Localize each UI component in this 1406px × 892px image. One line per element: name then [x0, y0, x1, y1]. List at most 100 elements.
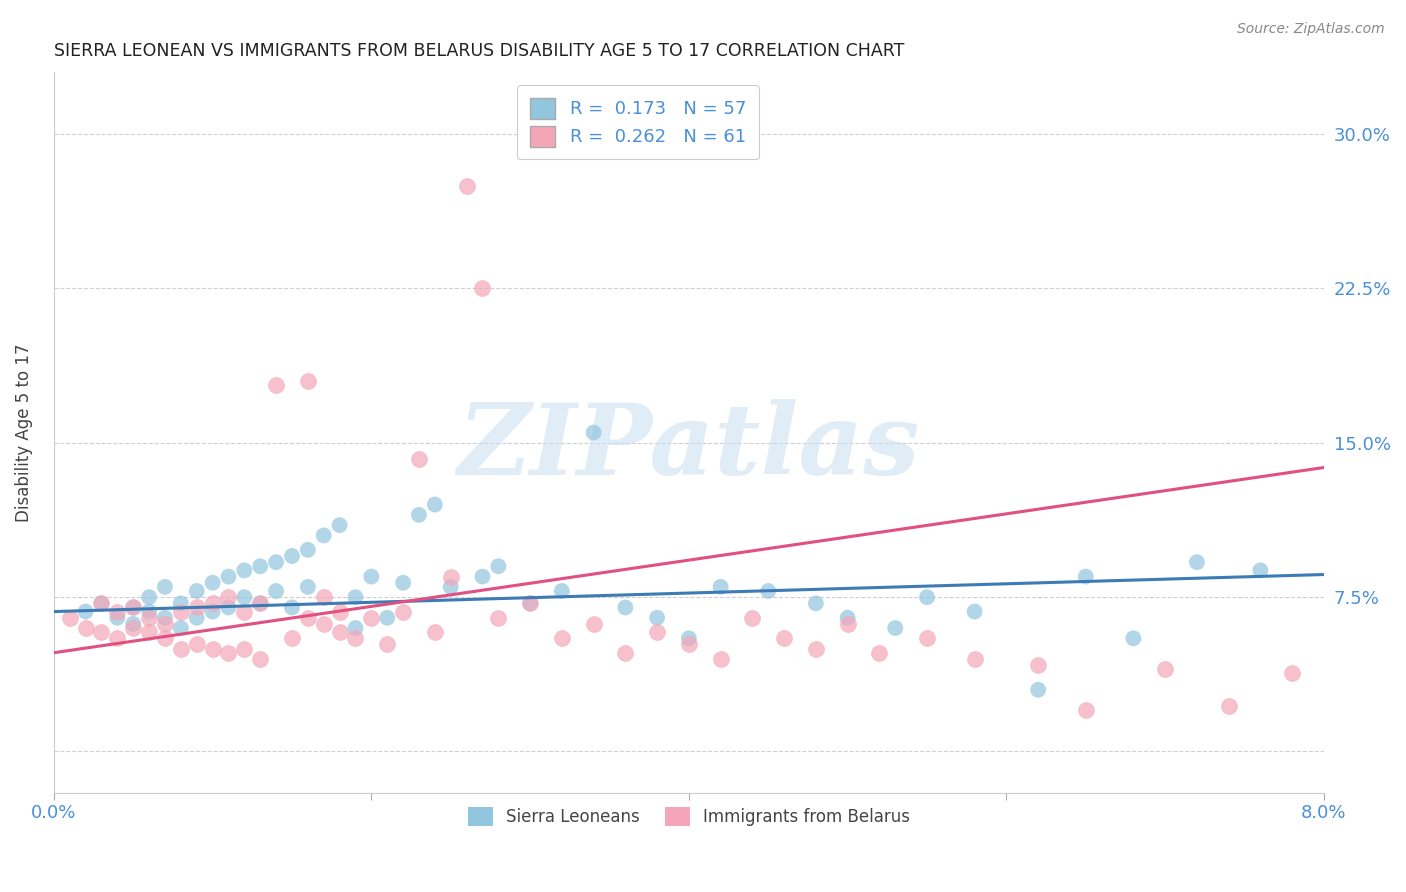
Point	[217, 646, 239, 660]
Point	[186, 611, 208, 625]
Point	[122, 616, 145, 631]
Point	[329, 605, 352, 619]
Point	[519, 596, 541, 610]
Point	[408, 508, 430, 522]
Point	[105, 611, 128, 625]
Point	[153, 616, 176, 631]
Point	[201, 596, 224, 610]
Point	[360, 611, 382, 625]
Point	[551, 584, 574, 599]
Point	[75, 621, 97, 635]
Point	[233, 605, 256, 619]
Point	[423, 498, 446, 512]
Point	[281, 549, 304, 563]
Point	[217, 590, 239, 604]
Point	[582, 616, 605, 631]
Point	[138, 590, 160, 604]
Point	[804, 641, 827, 656]
Point	[59, 611, 82, 625]
Point	[281, 632, 304, 646]
Point	[233, 590, 256, 604]
Point	[614, 646, 637, 660]
Point	[915, 632, 938, 646]
Point	[186, 584, 208, 599]
Point	[471, 569, 494, 583]
Text: SIERRA LEONEAN VS IMMIGRANTS FROM BELARUS DISABILITY AGE 5 TO 17 CORRELATION CHA: SIERRA LEONEAN VS IMMIGRANTS FROM BELARU…	[53, 42, 904, 60]
Point	[678, 638, 700, 652]
Point	[153, 580, 176, 594]
Point	[837, 611, 859, 625]
Legend: Sierra Leoneans, Immigrants from Belarus: Sierra Leoneans, Immigrants from Belarus	[460, 799, 918, 835]
Point	[90, 596, 112, 610]
Point	[297, 580, 319, 594]
Point	[915, 590, 938, 604]
Point	[837, 616, 859, 631]
Point	[1218, 699, 1240, 714]
Point	[741, 611, 763, 625]
Point	[678, 632, 700, 646]
Point	[440, 580, 463, 594]
Point	[486, 611, 509, 625]
Point	[710, 580, 733, 594]
Point	[217, 600, 239, 615]
Point	[329, 625, 352, 640]
Point	[884, 621, 907, 635]
Point	[375, 611, 398, 625]
Point	[408, 452, 430, 467]
Point	[1154, 662, 1177, 676]
Point	[122, 600, 145, 615]
Point	[471, 281, 494, 295]
Point	[312, 528, 335, 542]
Point	[201, 605, 224, 619]
Point	[710, 652, 733, 666]
Point	[440, 569, 463, 583]
Text: Source: ZipAtlas.com: Source: ZipAtlas.com	[1237, 22, 1385, 37]
Text: ZIPatlas: ZIPatlas	[458, 399, 920, 495]
Point	[138, 611, 160, 625]
Point	[375, 638, 398, 652]
Point	[312, 590, 335, 604]
Point	[170, 596, 193, 610]
Y-axis label: Disability Age 5 to 17: Disability Age 5 to 17	[15, 343, 32, 522]
Point	[186, 600, 208, 615]
Point	[963, 652, 986, 666]
Point	[392, 605, 415, 619]
Point	[233, 641, 256, 656]
Point	[329, 518, 352, 533]
Point	[249, 596, 271, 610]
Point	[90, 596, 112, 610]
Point	[138, 605, 160, 619]
Point	[297, 374, 319, 388]
Point	[249, 559, 271, 574]
Point	[249, 596, 271, 610]
Point	[153, 611, 176, 625]
Point	[170, 621, 193, 635]
Point	[1026, 682, 1049, 697]
Point	[105, 605, 128, 619]
Point	[645, 611, 668, 625]
Point	[1249, 563, 1271, 577]
Point	[456, 178, 478, 193]
Point	[201, 575, 224, 590]
Point	[551, 632, 574, 646]
Point	[122, 621, 145, 635]
Point	[297, 542, 319, 557]
Point	[582, 425, 605, 440]
Point	[614, 600, 637, 615]
Point	[1074, 569, 1097, 583]
Point	[1074, 703, 1097, 717]
Point	[1122, 632, 1144, 646]
Point	[963, 605, 986, 619]
Point	[281, 600, 304, 615]
Point	[138, 625, 160, 640]
Point	[868, 646, 890, 660]
Point	[75, 605, 97, 619]
Point	[645, 625, 668, 640]
Point	[249, 652, 271, 666]
Point	[773, 632, 796, 646]
Point	[756, 584, 779, 599]
Point	[105, 632, 128, 646]
Point	[344, 590, 367, 604]
Point	[217, 569, 239, 583]
Point	[90, 625, 112, 640]
